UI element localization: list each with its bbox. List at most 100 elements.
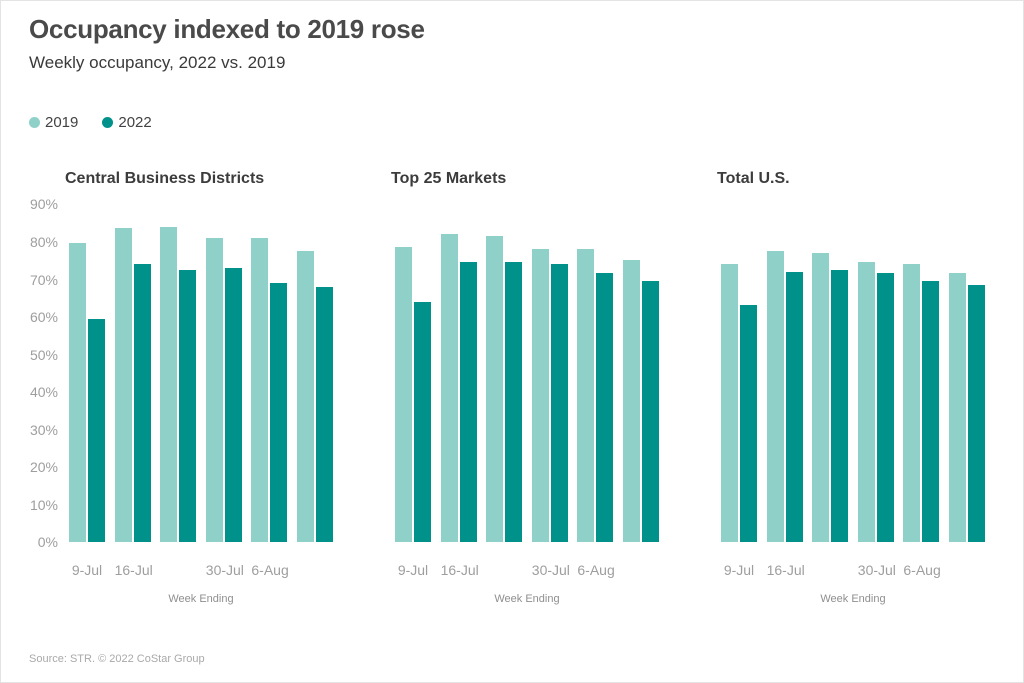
bar-group-9-jul xyxy=(69,243,105,543)
x-tick-label: 9-Jul xyxy=(397,562,429,579)
bar-2019-30-jul xyxy=(531,249,549,543)
bar-2022-23-jul xyxy=(505,262,523,543)
x-tick-label: 9-Jul xyxy=(71,562,103,579)
x-tick-label: 6-Aug xyxy=(903,562,941,579)
y-tick-label: 60% xyxy=(29,309,58,326)
x-tick-label xyxy=(949,562,985,579)
legend-swatch-2022-icon xyxy=(102,116,114,128)
bar-2019-30-jul xyxy=(857,262,875,543)
bar-2019-16-jul xyxy=(766,251,784,543)
bar-group-23-jul xyxy=(812,253,849,543)
bar-group-30-jul xyxy=(531,249,568,543)
x-tick-label: 6-Aug xyxy=(251,562,289,579)
y-tick-label: 80% xyxy=(29,234,58,251)
bar-2022-6-aug xyxy=(922,281,940,543)
plot-area xyxy=(391,204,663,543)
bar-2022-30-jul xyxy=(550,264,568,543)
x-axis: 9-Jul 16-Jul 30-Jul 6-Aug xyxy=(65,562,337,579)
x-tick-label xyxy=(812,562,848,579)
x-axis-title: Week Ending xyxy=(820,593,886,606)
legend: 2019 2022 xyxy=(29,113,1023,131)
y-tick-label: 0% xyxy=(37,534,58,551)
legend-item-label: 2022 xyxy=(118,113,152,131)
bar-2022-13-aug xyxy=(315,287,333,543)
y-tick-label: 10% xyxy=(29,496,58,513)
bar-2019-13-aug xyxy=(622,260,640,543)
bar-2022-16-jul xyxy=(459,262,477,543)
chart-title: Top 25 Markets xyxy=(391,170,507,188)
bar-2022-13-aug xyxy=(641,281,659,543)
x-tick-label xyxy=(486,562,522,579)
source-attribution: Source: STR. © 2022 CoStar Group xyxy=(29,653,205,666)
x-axis: 9-Jul 16-Jul 30-Jul 6-Aug xyxy=(391,562,663,579)
bar-2019-6-aug xyxy=(251,238,269,543)
bar-2019-23-jul xyxy=(486,236,504,543)
plot-row: 90% 80% 70% 60% 50% 40% 30% 20% 10% 0% xyxy=(29,197,337,549)
x-axis: 9-Jul 16-Jul 30-Jul 6-Aug xyxy=(717,562,989,579)
y-tick-label: 20% xyxy=(29,459,58,476)
plot-row xyxy=(717,204,989,543)
bar-2019-6-aug xyxy=(903,264,921,543)
bar-2019-30-jul xyxy=(205,238,223,543)
y-tick-label: 40% xyxy=(29,384,58,401)
bar-group-16-jul xyxy=(114,228,151,543)
bar-2022-16-jul xyxy=(133,264,151,543)
x-tick-label xyxy=(623,562,659,579)
y-tick-label: 50% xyxy=(29,346,58,363)
y-tick-label: 70% xyxy=(29,271,58,288)
y-axis: 90% 80% 70% 60% 50% 40% 30% 20% 10% 0% xyxy=(29,197,65,549)
chart-title: Central Business Districts xyxy=(65,170,265,188)
bar-group-23-jul xyxy=(486,236,523,543)
bar-2022-9-jul xyxy=(414,302,431,543)
x-tick-label: 6-Aug xyxy=(577,562,615,579)
bar-2022-30-jul xyxy=(224,268,242,543)
x-tick-label xyxy=(297,562,333,579)
bar-2022-13-aug xyxy=(967,285,985,543)
bar-group-6-aug xyxy=(903,264,940,543)
x-tick-label: 30-Jul xyxy=(531,562,570,579)
bar-2022-9-jul xyxy=(740,305,757,543)
x-axis-title: Week Ending xyxy=(168,593,234,606)
plot-area xyxy=(65,204,337,543)
chart-central-business-districts: Central Business Districts 90% 80% 70% 60% 5… xyxy=(29,169,337,605)
bar-2022-16-jul xyxy=(785,272,803,543)
x-axis-title: Week Ending xyxy=(494,593,560,606)
chart-top-25-markets: Top 25 Markets 9-Jul 16-Jul 30-Jul 6-Aug We… xyxy=(391,169,663,605)
x-tick-label: 16-Jul xyxy=(440,562,479,579)
bar-group-30-jul xyxy=(205,238,242,543)
bar-2022-9-jul xyxy=(88,319,105,543)
bar-2019-16-jul xyxy=(440,234,458,543)
x-tick-label: 16-Jul xyxy=(114,562,153,579)
chart-total-u-s: Total U.S. 9-Jul 16-Jul 30-Jul 6-Aug Week E… xyxy=(717,169,989,605)
page-title: Occupancy indexed to 2019 rose xyxy=(29,14,425,44)
bar-2019-23-jul xyxy=(812,253,830,543)
x-tick-label: 30-Jul xyxy=(205,562,244,579)
x-tick-label: 16-Jul xyxy=(766,562,805,579)
bar-group-9-jul xyxy=(395,247,431,543)
legend-item-label: 2019 xyxy=(45,113,79,131)
plot-row xyxy=(391,204,663,543)
bar-2019-9-jul xyxy=(721,264,738,543)
x-tick-label: 30-Jul xyxy=(857,562,896,579)
bar-group-13-aug xyxy=(622,260,659,543)
chart-title: Total U.S. xyxy=(717,170,790,188)
bar-group-13-aug xyxy=(296,251,333,543)
bar-2022-23-jul xyxy=(179,270,197,543)
bar-2019-23-jul xyxy=(160,227,178,543)
x-tick-label xyxy=(160,562,196,579)
bar-2019-9-jul xyxy=(395,247,412,543)
bar-group-16-jul xyxy=(440,234,477,543)
legend-swatch-2019-icon xyxy=(29,116,40,128)
bar-2019-9-jul xyxy=(69,243,86,543)
bar-2019-16-jul xyxy=(114,228,132,543)
bar-2022-30-jul xyxy=(876,273,894,543)
legend-item: 2019 xyxy=(29,114,78,131)
bar-group-16-jul xyxy=(766,251,803,543)
y-tick-label: 90% xyxy=(29,196,58,213)
legend-item: 2022 xyxy=(102,113,152,131)
bar-group-13-aug xyxy=(948,273,985,543)
bar-group-30-jul xyxy=(857,262,894,543)
bar-2022-6-aug xyxy=(270,283,288,543)
bar-group-9-jul xyxy=(721,264,757,543)
